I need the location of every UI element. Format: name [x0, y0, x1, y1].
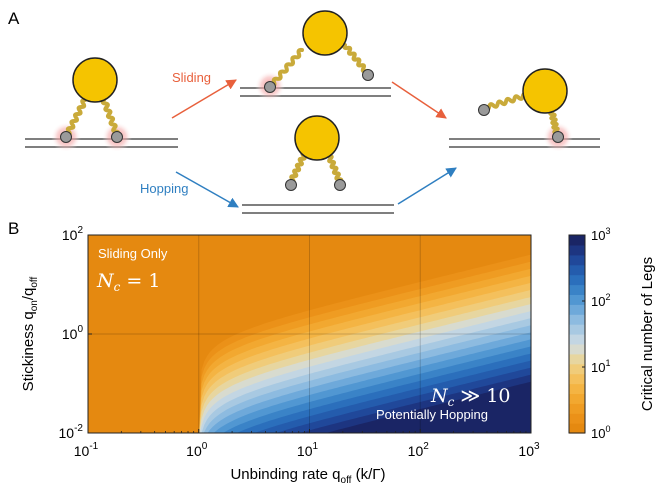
colorbar-swatch-8 — [569, 343, 585, 355]
colorbar-swatch-7 — [569, 353, 585, 365]
annotation-nc-much-greater-10: Nc ≫ 10 — [430, 385, 511, 409]
ball-mid-bottom — [294, 115, 340, 161]
colorbar-swatch-18 — [569, 244, 585, 256]
foot-left-1 — [60, 131, 72, 143]
foot-mid-bottom-2 — [334, 179, 346, 191]
colorbar-swatch-2 — [569, 403, 585, 414]
sliding-label: Sliding — [172, 70, 211, 85]
x-axis-ticks: 10-1 100 101 102 103 — [74, 429, 540, 459]
heatmap-bands — [88, 235, 531, 433]
x-tick-label-0: 100 — [186, 441, 208, 459]
ball-right — [522, 68, 568, 114]
foot-mid-top-2 — [362, 69, 374, 81]
colorbar-swatch-0 — [569, 423, 585, 434]
colorbar-swatch-3 — [569, 393, 585, 404]
colorbar-swatch-15 — [569, 274, 585, 286]
colorbar-swatch-5 — [569, 373, 585, 385]
annotation-potentially-hopping: Potentially Hopping — [376, 407, 488, 422]
foot-right-1 — [478, 104, 490, 116]
y-tick-label-0: 100 — [62, 324, 84, 342]
x-axis-label: Unbinding rate qoff (k/Γ) — [230, 466, 385, 486]
foot-mid-bottom-1 — [285, 179, 297, 191]
panel-b-label: B — [8, 219, 19, 238]
colorbar-swatch-16 — [569, 264, 585, 276]
colorbar-swatch-12 — [569, 304, 585, 315]
colorbar-swatch-4 — [569, 383, 585, 394]
leg-left-1 — [65, 98, 87, 137]
colorbar-swatch-11 — [569, 314, 585, 325]
hopping-arrow-right — [397, 167, 457, 205]
colorbar-ticks: 100 101 102 103 — [582, 226, 610, 441]
y-tick-label-2: 102 — [62, 225, 84, 243]
panel-a-label: A — [8, 9, 20, 28]
annotation-nc-equals-1: Nc = 1 — [96, 270, 160, 294]
annotation-sliding-only: Sliding Only — [98, 246, 168, 261]
hopping-label: Hopping — [140, 181, 188, 196]
colorbar-swatch-1 — [569, 413, 585, 424]
x-tick-label-3: 103 — [518, 441, 540, 459]
panel-a-illustration — [25, 10, 600, 214]
heatmap-band-19 — [325, 381, 531, 433]
sliding-arrow-left — [171, 79, 237, 119]
leg-left-2 — [100, 98, 121, 137]
hopping-arrow-left — [175, 171, 239, 208]
y-tick-label--2: 10-2 — [59, 423, 84, 441]
x-tick-label-2: 102 — [408, 441, 430, 459]
sliding-arrow-right — [391, 81, 447, 119]
colorbar-label: Critical number of Legs — [639, 257, 656, 411]
colorbar-swatch-19 — [569, 235, 585, 246]
ball-left — [72, 57, 118, 103]
leg-mid-top-1 — [269, 47, 304, 89]
foot-mid-top-1 — [264, 81, 276, 93]
x-tick-label--1: 10-1 — [74, 441, 99, 459]
leg-mid-top-2 — [342, 43, 371, 76]
leg-right-2 — [548, 110, 561, 137]
leg-right-1 — [483, 91, 529, 112]
colorbar-swatch-14 — [569, 284, 585, 295]
colorbar-tick-label-0: 100 — [591, 424, 610, 441]
colorbar-swatch-17 — [569, 254, 585, 266]
colorbar-tick-label-3: 103 — [591, 226, 610, 243]
ball-mid-top — [302, 10, 348, 56]
foot-right-2 — [552, 131, 564, 143]
colorbar-tick-label-2: 102 — [591, 292, 610, 309]
leg-mid-bottom-2 — [324, 151, 344, 184]
colorbar-tick-label-1: 101 — [591, 358, 610, 375]
colorbar-swatch-10 — [569, 324, 585, 335]
colorbar — [569, 235, 585, 434]
leg-mid-bottom-1 — [289, 150, 307, 185]
y-axis-ticks: 10-2 100 102 — [59, 225, 92, 441]
colorbar-swatch-13 — [569, 294, 585, 305]
y-axis-label: Stickiness qon/qoff — [20, 276, 40, 391]
colorbar-swatch-9 — [569, 334, 585, 345]
colorbar-swatch-6 — [569, 363, 585, 375]
heatmap-grid — [88, 235, 531, 433]
foot-left-2 — [111, 131, 123, 143]
x-tick-label-1: 101 — [297, 441, 319, 459]
colorbar-frame — [568, 234, 586, 434]
